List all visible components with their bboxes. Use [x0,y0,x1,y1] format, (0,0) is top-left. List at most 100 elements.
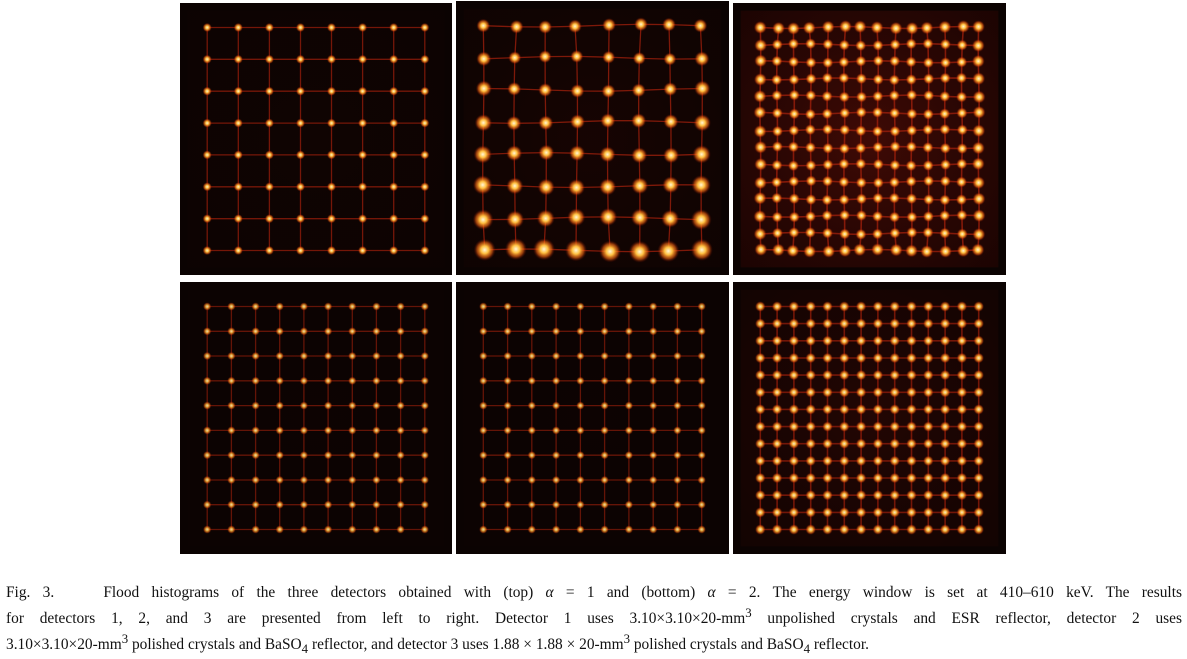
crystal-spot [479,401,488,410]
crystal-spot [420,475,430,485]
crystal-spot [805,489,817,501]
crystal-spot [904,244,919,258]
crystal-spot [972,124,986,138]
crystal-spot [630,208,649,227]
crystal-spot [420,327,430,336]
crystal-spot [805,524,817,535]
crystal-spot [906,301,917,312]
crystal-spot [233,118,243,128]
crystal-spot [956,455,968,467]
crystal-spot [536,209,555,228]
crystal-spot [599,178,617,196]
crystal-spot [973,404,985,415]
crystal-spot [905,160,917,172]
crystal-spot [821,227,834,239]
crystal-spot [693,18,708,33]
crystal-spot [202,245,212,256]
crystal-spot [973,335,985,347]
crystal-spot [888,74,900,86]
crystal-spot [855,177,867,189]
crystal-spot [357,118,368,128]
crystal-spot [838,489,850,501]
crystal-spot [939,194,951,206]
crystal-spot [648,525,658,534]
alpha-symbol: α [707,584,716,601]
crystal-spot [420,245,430,256]
crystal-spot [227,525,236,534]
crystal-spot [420,376,430,386]
crystal-spot [838,369,850,381]
histogram-glow [740,10,999,268]
crystal-spot [648,401,658,410]
crystal-spot [889,524,901,535]
crystal-spot [372,351,381,361]
crystal-spot [804,226,816,239]
crystal-spot [753,176,768,190]
crystal-spot [202,475,212,485]
crystal-spot [922,507,934,518]
crystal-spot [326,22,337,33]
crystal-spot [551,450,561,460]
crystal-spot [202,54,212,64]
crystal-spot [348,500,357,509]
crystal-spot [348,351,357,361]
crystal-spot [906,524,917,535]
flood-histogram [456,282,729,554]
crystal-spot [853,243,867,257]
crystal-spot [805,73,817,85]
crystal-spot [771,404,783,415]
crystal-spot [923,193,935,206]
crystal-spot [697,475,706,485]
crystal-spot [576,475,585,485]
crystal-spot [753,105,767,119]
crystal-spot [754,421,766,432]
crystal-spot [906,352,917,364]
crystal-spot [905,193,918,205]
crystal-spot [754,472,766,484]
histogram-glow [463,289,722,547]
crystal-spot [570,49,584,64]
crystal-spot [889,455,901,467]
crystal-spot [956,421,968,432]
crystal-spot [202,426,212,435]
crystal-spot [323,525,333,534]
crystal-spot [939,108,951,120]
crystal-spot [299,302,309,311]
crystal-spot [838,472,850,484]
crystal-spot [663,114,679,130]
crystal-spot [227,327,236,336]
crystal-spot [600,113,616,129]
crystal-spot [956,142,968,155]
panel-bottom-detector-2 [456,282,729,554]
crystal-spot [889,507,901,518]
crystal-spot [372,525,381,534]
crystal-spot [479,500,488,509]
crystal-spot [771,524,783,535]
crystal-spot [955,194,968,206]
crystal-spot [264,150,275,160]
caption-line-3: 3.10×3.10×20-mm3 polished crystals and B… [6,629,1182,659]
crystal-spot [922,210,935,223]
crystal-spot [527,426,537,435]
crystal-spot [855,455,867,467]
crystal-spot [264,22,275,33]
crystal-spot [822,438,833,450]
crystal-spot [972,176,986,190]
crystal-spot [923,73,935,85]
crystal-spot [788,472,800,484]
crystal-spot [956,438,968,450]
crystal-spot [295,22,306,33]
crystal-spot [299,500,309,509]
crystal-spot [694,80,711,97]
crystal-spot [906,369,917,381]
crystal-spot [889,125,901,137]
crystal-spot [396,351,405,361]
crystal-spot [509,19,524,34]
crystal-spot [479,302,488,311]
caption-text: = 2. The energy window is set at 410–610… [715,584,1182,601]
crystal-spot [600,302,609,311]
crystal-spot [389,214,399,224]
crystal-spot [971,39,985,53]
crystal-spot [227,401,236,410]
caption-text: reflector, and detector 3 uses 1.88 × 1.… [308,636,624,654]
